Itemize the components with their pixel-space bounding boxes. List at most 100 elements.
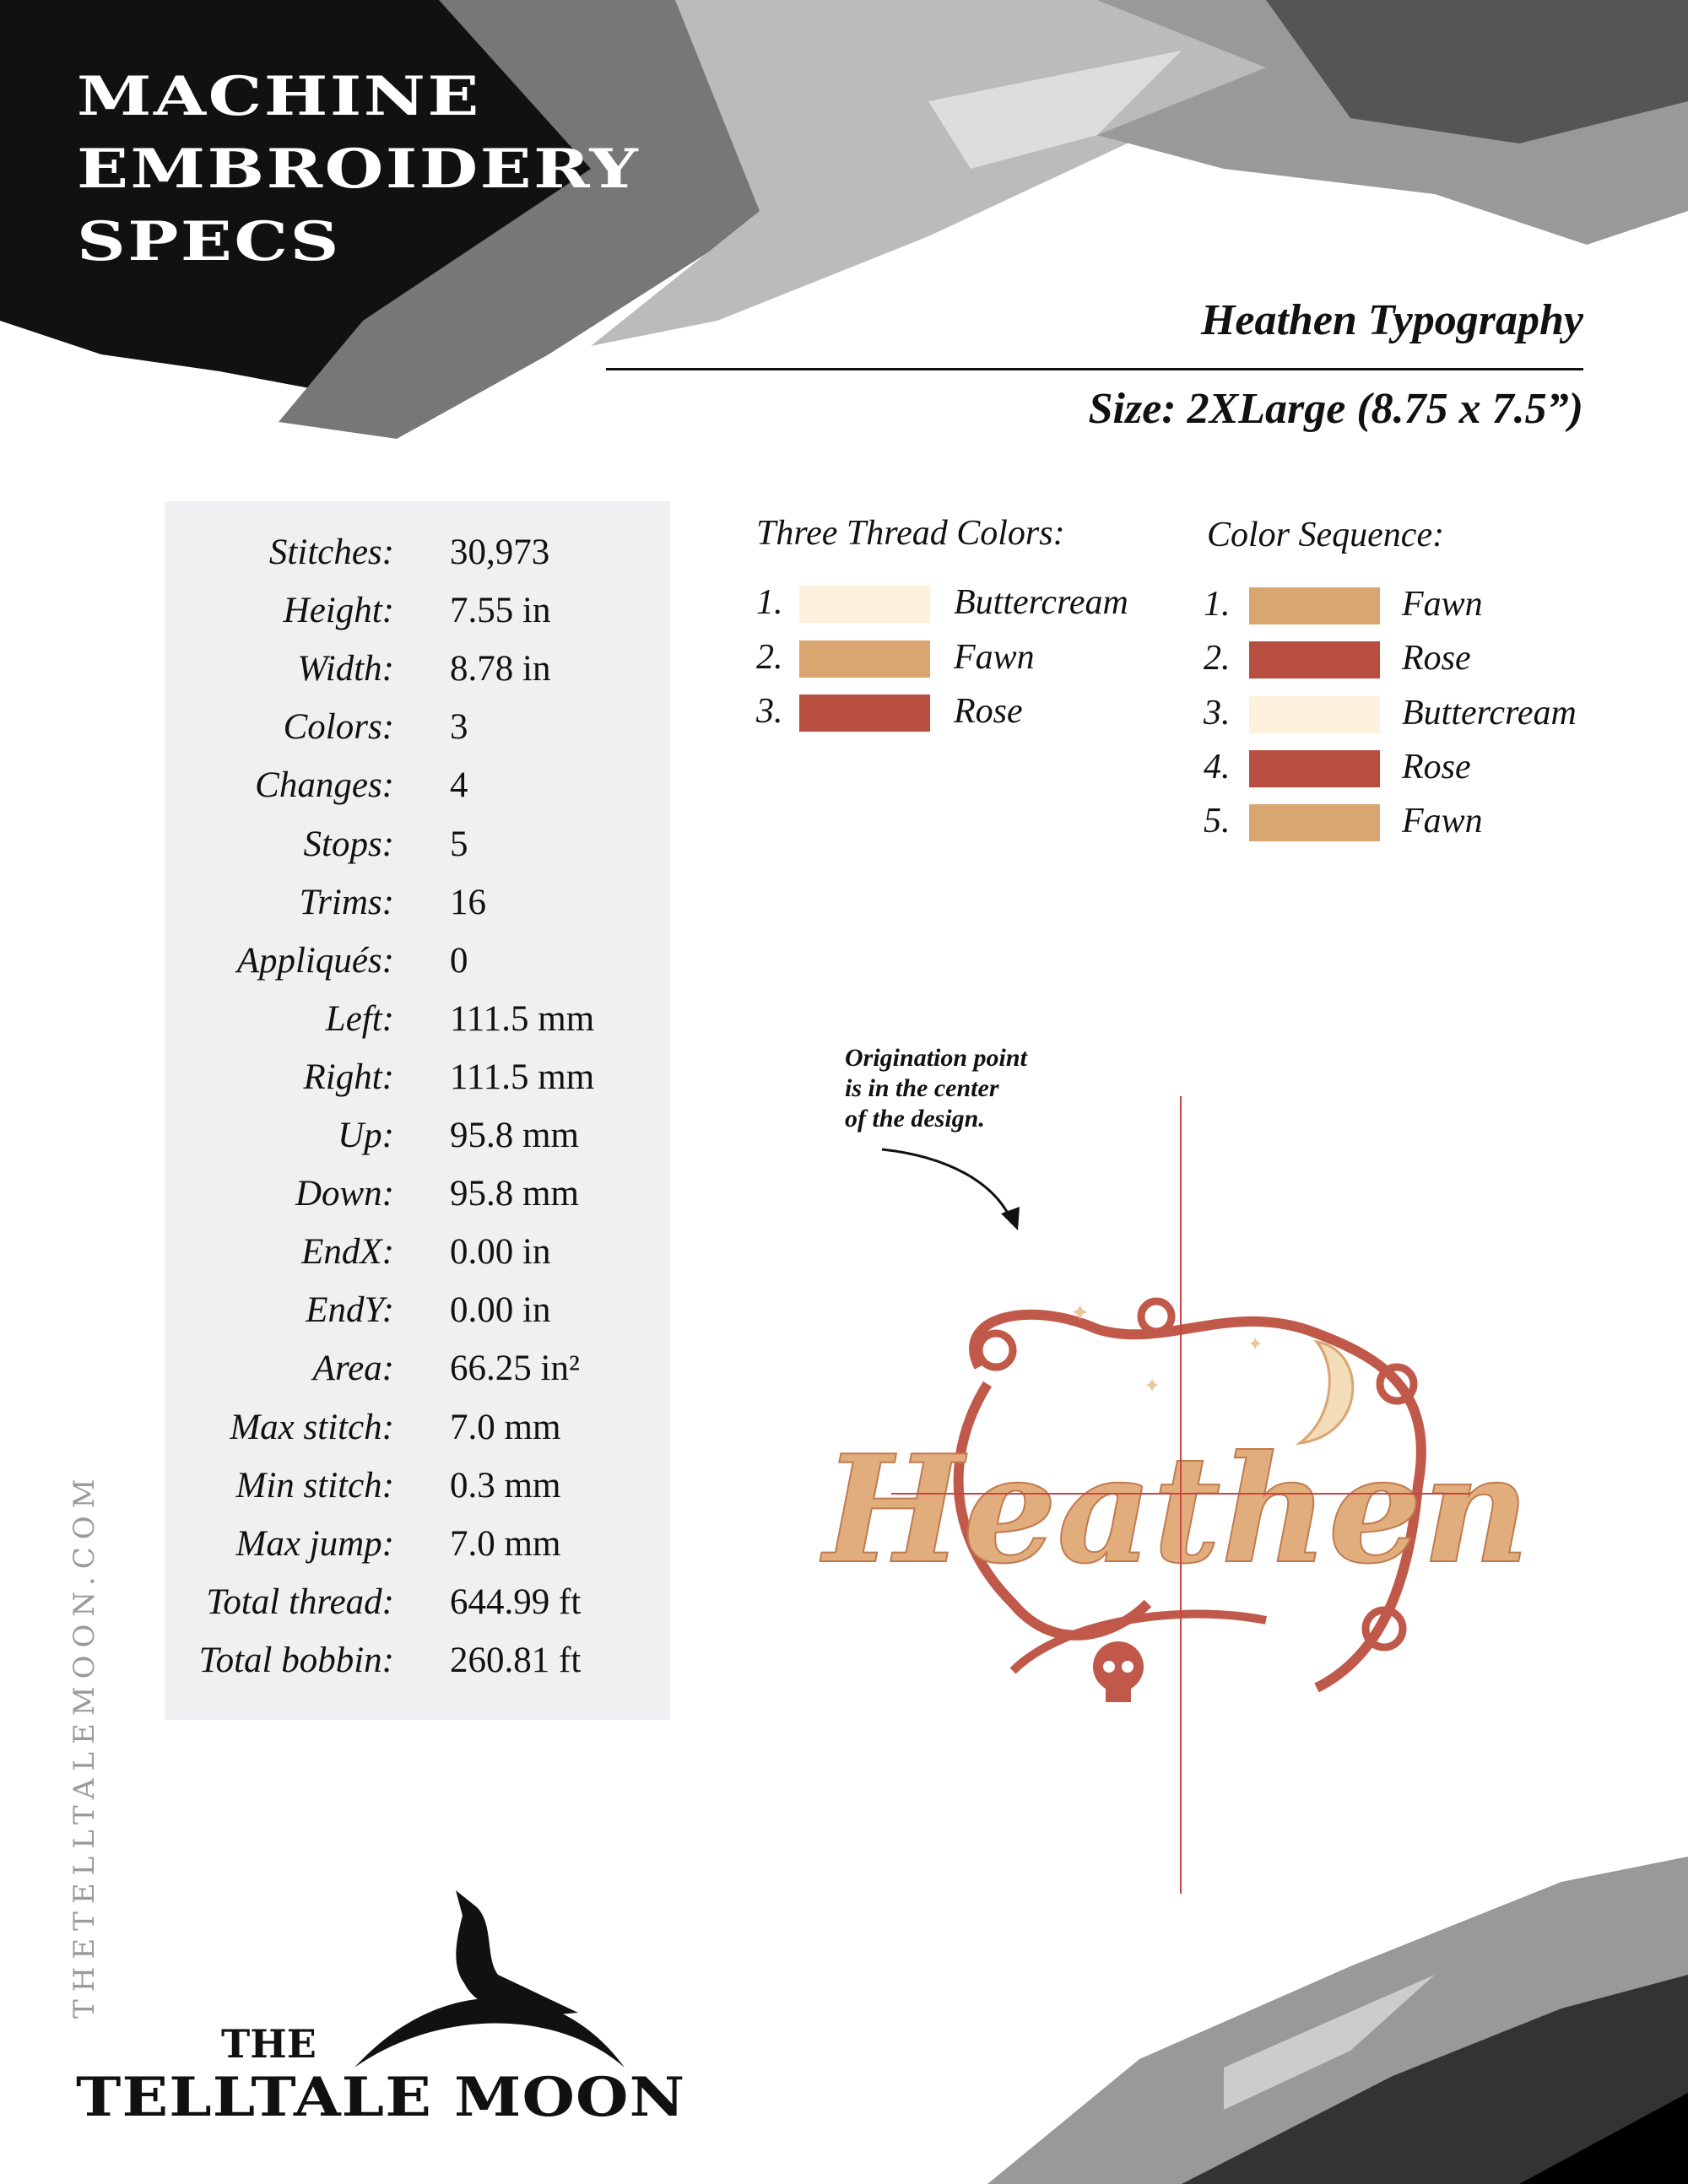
spec-value: 3	[450, 707, 468, 748]
skull-icon	[1093, 1641, 1144, 1702]
spec-row: Min stitch: 0.3 mm	[165, 1465, 670, 1523]
spec-value: 4	[450, 765, 468, 806]
spec-value: 5	[450, 824, 468, 864]
spec-value: 66.25 in²	[450, 1349, 580, 1389]
note-line: is in the center	[845, 1074, 999, 1102]
divider	[606, 368, 1583, 370]
arrow-icon	[881, 1148, 1014, 1224]
spec-value: 7.55 in	[450, 591, 551, 631]
spec-row: Stitches: 30,973	[165, 532, 670, 590]
spec-row: Trims: 16	[165, 882, 670, 940]
spec-value: 30,973	[450, 532, 550, 572]
color-row: 4. Rose	[1204, 747, 1676, 789]
spec-row: Area: 66.25 in²	[165, 1348, 670, 1406]
color-swatch	[1249, 695, 1380, 733]
spec-label: Up:	[338, 1116, 394, 1155]
spec-label: Total thread:	[206, 1581, 394, 1622]
spec-row: Right: 111.5 mm	[165, 1057, 670, 1115]
color-row: 1. Fawn	[1204, 584, 1676, 626]
star-icon: ✦	[1247, 1333, 1263, 1354]
spec-label: Max stitch:	[230, 1407, 394, 1447]
spec-row: Changes: 4	[165, 765, 670, 823]
spec-label: Area:	[312, 1349, 394, 1389]
arrow-head	[1001, 1207, 1020, 1230]
color-name: Rose	[954, 692, 1023, 731]
color-number: 5.	[1204, 802, 1231, 841]
color-row: 2. Rose	[1204, 638, 1676, 680]
spec-value: 95.8 mm	[450, 1174, 579, 1214]
spec-value: 260.81 ft	[450, 1640, 582, 1680]
spec-label: Left:	[325, 998, 394, 1039]
color-row: 3. Buttercream	[1204, 693, 1676, 735]
spec-value: 0	[450, 940, 468, 981]
spec-label: Trims:	[299, 882, 394, 922]
design-name: Heathen Typography	[1200, 296, 1583, 344]
spec-row: Down: 95.8 mm	[165, 1173, 670, 1231]
note-line: Origination point	[845, 1044, 1027, 1072]
spec-value: 0.00 in	[450, 1232, 551, 1273]
color-number: 4.	[1204, 747, 1231, 787]
spec-value: 644.99 ft	[450, 1581, 582, 1622]
title-line: EMBROIDERY	[77, 138, 641, 201]
spec-label: Down:	[295, 1174, 394, 1214]
spec-label: Total bobbin:	[198, 1640, 394, 1680]
color-number: 3.	[1204, 693, 1231, 733]
spec-row: Height: 7.55 in	[165, 590, 670, 648]
color-number: 2.	[1204, 639, 1231, 678]
star-icon: ✦	[1070, 1300, 1090, 1327]
color-row: 2. Fawn	[756, 637, 1229, 679]
star-icon: ✦	[1144, 1376, 1160, 1397]
color-swatch	[1249, 749, 1380, 787]
spec-value: 0.00 in	[450, 1290, 551, 1331]
color-row: 1. Buttercream	[756, 582, 1229, 624]
spec-label: EndY:	[306, 1290, 394, 1331]
spec-label: Max jump:	[235, 1523, 394, 1564]
color-number: 1.	[756, 583, 783, 622]
spec-value: 111.5 mm	[450, 1057, 595, 1097]
design-size: Size: 2XLarge (8.75 x 7.5”)	[1088, 385, 1583, 433]
spec-label: Stops:	[303, 824, 395, 864]
specs-panel: Stitches: 30,973 Height: 7.55 in Width: 8.78 …	[165, 501, 670, 1720]
origination-note: Origination point is in the center of th…	[845, 1043, 1027, 1134]
spec-row: Stops: 5	[165, 824, 670, 882]
spec-value: 111.5 mm	[450, 998, 595, 1039]
title-line: MACHINE	[77, 65, 481, 128]
color-swatch	[1249, 641, 1380, 679]
spec-value: 8.78 in	[450, 649, 551, 689]
raven-on-moon-icon	[354, 1890, 625, 2068]
color-swatch	[799, 640, 930, 678]
color-sequence-list: 1. Fawn 2. Rose 3. Buttercream 4. Rose 5. Fawn	[1204, 584, 1676, 854]
color-row: 5. Fawn	[1204, 801, 1676, 843]
spec-value: 95.8 mm	[450, 1116, 579, 1155]
spec-label: Stitches:	[268, 532, 394, 572]
spec-row: Up: 95.8 mm	[165, 1115, 670, 1173]
color-name: Fawn	[1402, 802, 1483, 841]
color-name: Fawn	[954, 637, 1035, 677]
spec-row: Width: 8.78 in	[165, 648, 670, 706]
color-name: Fawn	[1402, 585, 1483, 624]
spec-row: EndY: 0.00 in	[165, 1289, 670, 1348]
note-line: of the design.	[845, 1105, 985, 1133]
color-name: Rose	[1402, 747, 1471, 787]
spec-label: Min stitch:	[235, 1465, 395, 1506]
color-number: 3.	[756, 692, 783, 731]
color-swatch	[799, 695, 930, 732]
spec-row: Total bobbin: 260.81 ft	[165, 1640, 670, 1698]
spec-label: Height:	[283, 591, 394, 631]
color-name: Rose	[1402, 639, 1471, 678]
color-sequence-heading: Color Sequence:	[1207, 516, 1445, 554]
spec-label: EndX:	[301, 1232, 394, 1273]
spec-row: EndX: 0.00 in	[165, 1231, 670, 1289]
color-name: Buttercream	[954, 583, 1128, 622]
spec-row: Total thread: 644.99 ft	[165, 1581, 670, 1640]
title-line: SPECS	[77, 210, 341, 273]
thread-colors-heading: Three Thread Colors:	[756, 514, 1065, 553]
logo-the: THE	[221, 2021, 316, 2067]
embroidery-design: Heathen ✦ ✦ ✦	[819, 1297, 1530, 1702]
website-text: THETELLTALEMOON.COM	[68, 1471, 101, 2019]
color-number: 2.	[756, 637, 783, 677]
spec-row: Colors: 3	[165, 706, 670, 765]
spec-value: 7.0 mm	[450, 1407, 561, 1447]
